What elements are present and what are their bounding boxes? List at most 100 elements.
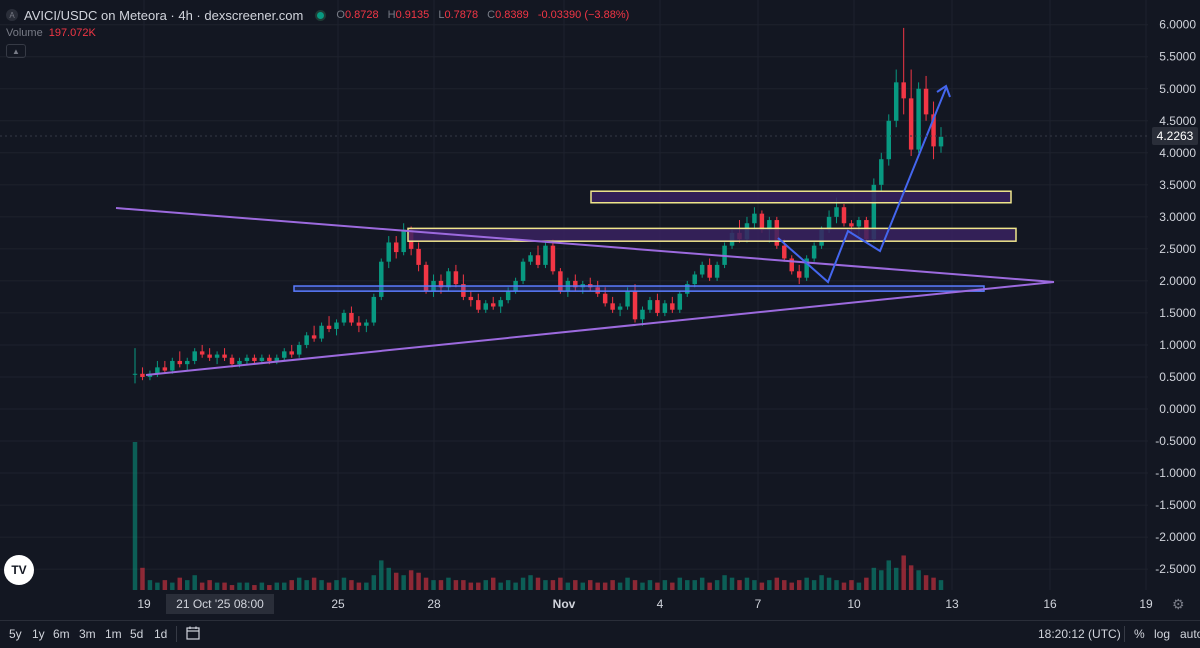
volume-bar xyxy=(640,582,645,590)
time-tick-label: 25 xyxy=(331,597,345,611)
volume-bar xyxy=(759,582,765,590)
candlesticks xyxy=(132,27,944,384)
volume-bar xyxy=(670,582,675,590)
candle-body xyxy=(782,245,787,259)
candle-body xyxy=(371,296,377,323)
price-tick-label: -1.5000 xyxy=(1155,498,1196,512)
candle-body xyxy=(483,303,488,310)
price-axis[interactable]: 6.0000 5.5000 5.0000 4.5000 4.0000 3.5000 3.00… xyxy=(1155,18,1196,576)
crosshair-date-label: 21 Oct '25 08:00 xyxy=(166,594,274,614)
price-tick-label: 3.0000 xyxy=(1159,210,1196,224)
candle-body xyxy=(423,264,429,291)
candle-body xyxy=(438,280,444,288)
volume-bar xyxy=(446,577,451,590)
candle-body xyxy=(505,290,511,301)
gear-icon[interactable]: ⚙ xyxy=(1172,596,1185,612)
candle-body xyxy=(677,293,683,310)
symbol-header: A AVICI/USDC on Meteora · 4h · dexscreen… xyxy=(6,6,635,24)
candle-body xyxy=(393,242,399,253)
price-tick-label: 2.5000 xyxy=(1159,242,1196,256)
volume-bar xyxy=(319,580,324,590)
candle-body xyxy=(610,303,615,310)
timeframe-1m-button[interactable]: 1m xyxy=(105,627,122,641)
volume-bar xyxy=(296,577,302,590)
volume-bar xyxy=(841,582,847,590)
candle-body xyxy=(319,325,324,339)
open-label: O xyxy=(336,9,345,21)
auto-scale-button[interactable]: auto xyxy=(1180,627,1200,641)
candle-body xyxy=(871,184,877,240)
volume-bar xyxy=(819,575,824,590)
candle-body xyxy=(192,351,197,361)
volume-label: Volume xyxy=(6,27,43,39)
candle-body xyxy=(386,242,391,262)
support-zone xyxy=(293,285,985,292)
current-price-tag: 4.2263 xyxy=(1152,127,1198,145)
volume-bar xyxy=(849,580,854,590)
calendar-goto-icon[interactable] xyxy=(185,625,201,641)
time-tick-label: 13 xyxy=(945,597,959,611)
candle-body xyxy=(185,360,190,365)
volume-bar xyxy=(244,582,250,590)
volume-bar xyxy=(774,577,780,590)
candle-body xyxy=(685,284,690,294)
chevron-up-icon: ▲ xyxy=(12,46,20,56)
price-tick-label: -2.5000 xyxy=(1155,562,1196,576)
timeframe-5y-button[interactable]: 5y xyxy=(9,627,22,641)
volume-bar xyxy=(207,580,212,590)
volume-bar xyxy=(588,580,593,590)
volume-bar xyxy=(379,560,384,590)
candle-body xyxy=(804,258,809,278)
price-tick-label: 0.0000 xyxy=(1159,402,1196,416)
timeframe-6m-button[interactable]: 6m xyxy=(53,627,70,641)
volume-bar xyxy=(901,555,906,590)
candle-body xyxy=(334,322,339,329)
symbol-title[interactable]: AVICI/USDC on Meteora · 4h · dexscreener… xyxy=(24,7,304,23)
volume-bar xyxy=(916,570,921,590)
volume-bar xyxy=(185,580,190,590)
volume-bar xyxy=(722,575,727,590)
candle-body xyxy=(699,264,705,275)
volume-bar xyxy=(580,582,586,590)
percent-scale-button[interactable]: % xyxy=(1134,627,1145,641)
volume-bar xyxy=(192,575,197,590)
log-scale-button[interactable]: log xyxy=(1154,627,1171,641)
timeframe-3m-button[interactable]: 3m xyxy=(79,627,96,641)
candle-body xyxy=(834,207,839,217)
time-tick-label: 19 xyxy=(1139,597,1153,611)
open-value: 0.8728 xyxy=(344,9,379,21)
token-logo-icon: A xyxy=(6,9,18,21)
candle-body xyxy=(938,136,944,147)
time-tick-label: 19 xyxy=(137,597,151,611)
utc-clock[interactable]: 18:20:12 (UTC) xyxy=(1038,627,1121,641)
volume-bar xyxy=(625,577,630,590)
close-label: C xyxy=(487,9,496,21)
time-tick-label: 7 xyxy=(755,597,762,611)
volume-bar xyxy=(282,582,287,590)
candle-body xyxy=(573,280,578,288)
time-axis[interactable]: 19 25 28 Nov 4 7 10 13 16 19 xyxy=(137,597,1153,611)
projection-arrow-path xyxy=(777,87,947,284)
volume-bar xyxy=(170,582,175,590)
volume-bar xyxy=(871,567,877,590)
volume-bar xyxy=(199,582,205,590)
volume-bar xyxy=(147,580,153,590)
candle-body xyxy=(416,248,421,265)
timeframe-5d-button[interactable]: 5d xyxy=(130,627,144,641)
resistance-zone-lower xyxy=(407,227,1017,242)
high-value: 0.9135 xyxy=(395,9,430,21)
volume-bar xyxy=(677,577,683,590)
candle-body xyxy=(625,290,630,307)
timeframe-1d-button[interactable]: 1d xyxy=(154,627,168,641)
candle-body xyxy=(304,335,309,345)
volume-value: 197.072K xyxy=(48,27,96,39)
timeframe-1y-button[interactable]: 1y xyxy=(32,627,45,641)
tradingview-logo-icon[interactable]: TV xyxy=(4,555,34,585)
volume-bar xyxy=(431,580,436,590)
volume-bar xyxy=(744,577,750,590)
volume-bar xyxy=(796,580,802,590)
volume-bar xyxy=(602,582,608,590)
volume-bar xyxy=(856,582,862,590)
collapse-legend-button[interactable]: ▲ xyxy=(6,44,26,58)
